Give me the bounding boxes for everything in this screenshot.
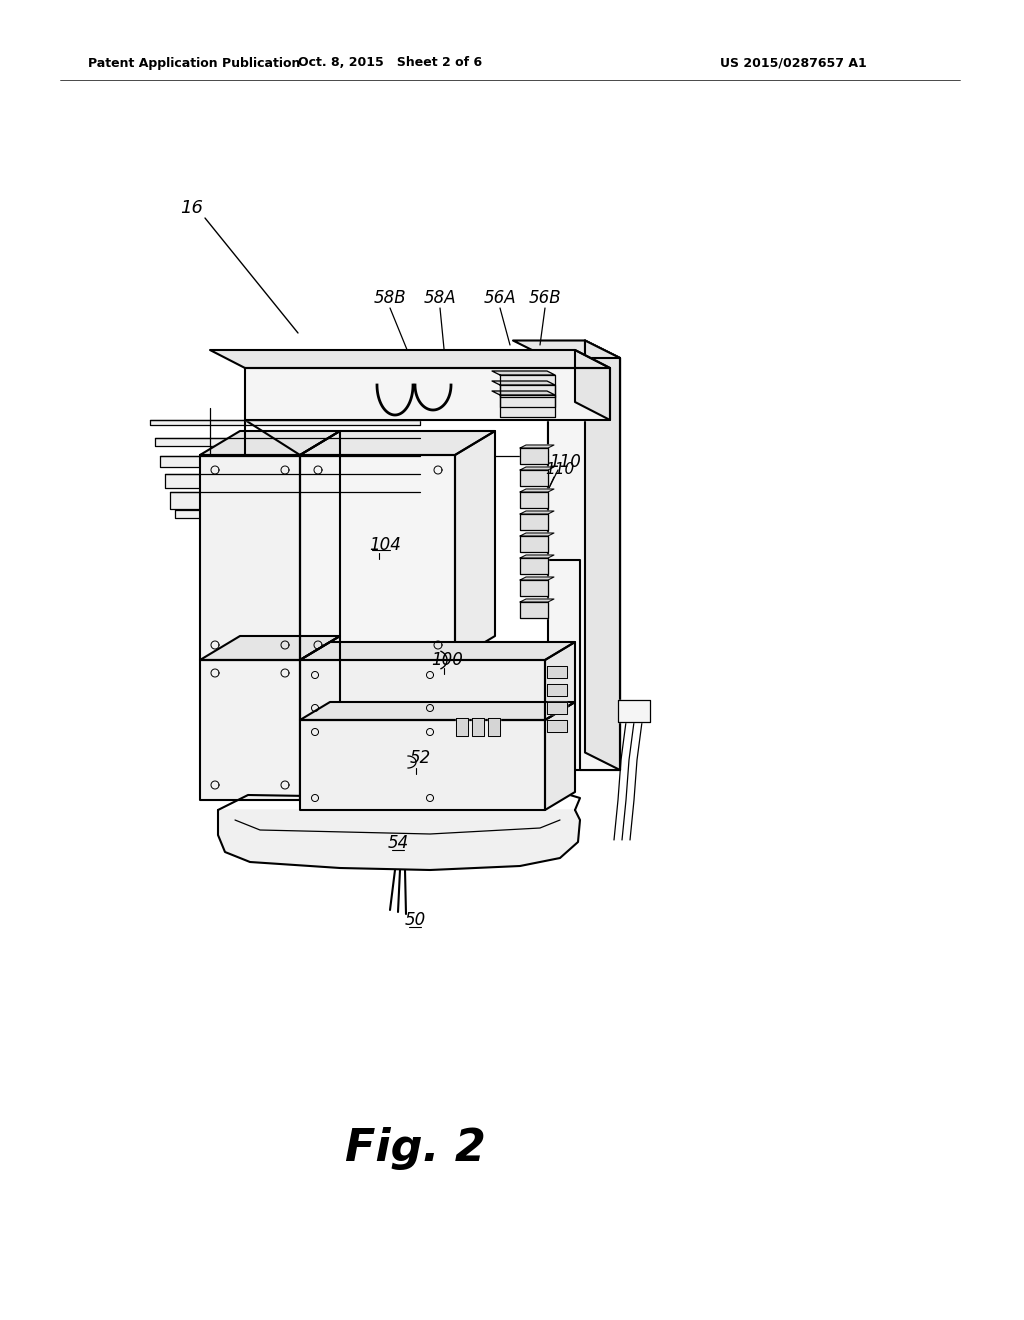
Polygon shape — [548, 358, 620, 770]
Polygon shape — [520, 445, 554, 447]
Polygon shape — [520, 579, 548, 597]
Polygon shape — [492, 381, 555, 385]
Text: 58A: 58A — [424, 289, 457, 308]
Polygon shape — [548, 358, 620, 770]
Polygon shape — [520, 577, 554, 579]
Polygon shape — [547, 719, 567, 733]
Polygon shape — [500, 375, 555, 397]
Polygon shape — [520, 467, 554, 470]
Text: 50: 50 — [404, 911, 426, 929]
Polygon shape — [300, 636, 340, 800]
Polygon shape — [300, 432, 340, 660]
Polygon shape — [245, 368, 610, 420]
Polygon shape — [520, 470, 548, 486]
Text: 16: 16 — [180, 199, 204, 216]
Polygon shape — [300, 719, 545, 810]
Polygon shape — [200, 660, 300, 800]
Polygon shape — [456, 718, 468, 737]
Polygon shape — [520, 558, 548, 574]
Text: Patent Application Publication: Patent Application Publication — [88, 57, 300, 70]
Text: Oct. 8, 2015   Sheet 2 of 6: Oct. 8, 2015 Sheet 2 of 6 — [298, 57, 482, 70]
Polygon shape — [520, 554, 554, 558]
Polygon shape — [300, 642, 575, 660]
Polygon shape — [520, 488, 554, 492]
Text: 52: 52 — [410, 748, 431, 767]
Polygon shape — [472, 718, 484, 737]
Text: 110: 110 — [546, 462, 574, 478]
Text: 58B: 58B — [374, 289, 407, 308]
Text: 56B: 56B — [528, 289, 561, 308]
Polygon shape — [520, 599, 554, 602]
Polygon shape — [547, 667, 567, 678]
Polygon shape — [455, 432, 495, 660]
Polygon shape — [585, 341, 620, 770]
Polygon shape — [300, 455, 455, 660]
Text: 54: 54 — [387, 834, 409, 851]
Polygon shape — [520, 533, 554, 536]
Text: Fig. 2: Fig. 2 — [344, 1126, 485, 1170]
Polygon shape — [520, 447, 548, 465]
Text: 110: 110 — [549, 453, 581, 471]
Polygon shape — [520, 602, 548, 618]
Polygon shape — [300, 702, 575, 719]
Text: 104: 104 — [369, 536, 401, 554]
Polygon shape — [300, 660, 545, 719]
Polygon shape — [500, 385, 555, 407]
Polygon shape — [300, 432, 495, 455]
Polygon shape — [520, 536, 548, 552]
Polygon shape — [500, 395, 555, 417]
Polygon shape — [513, 341, 620, 358]
Polygon shape — [547, 684, 567, 696]
Text: 100: 100 — [431, 651, 463, 669]
Polygon shape — [160, 455, 420, 467]
Polygon shape — [200, 432, 340, 455]
Polygon shape — [545, 702, 575, 810]
Polygon shape — [200, 455, 300, 660]
Polygon shape — [618, 700, 650, 722]
Polygon shape — [488, 718, 500, 737]
Polygon shape — [170, 492, 420, 510]
Polygon shape — [175, 510, 440, 517]
Polygon shape — [520, 513, 548, 531]
Polygon shape — [200, 636, 340, 660]
Polygon shape — [165, 474, 420, 488]
Polygon shape — [547, 702, 567, 714]
Polygon shape — [150, 420, 420, 425]
Polygon shape — [575, 350, 610, 420]
Polygon shape — [492, 391, 555, 395]
Polygon shape — [492, 371, 555, 375]
Polygon shape — [520, 492, 548, 508]
Polygon shape — [155, 438, 420, 446]
Polygon shape — [520, 511, 554, 513]
Text: 56A: 56A — [483, 289, 516, 308]
Polygon shape — [218, 810, 580, 870]
Polygon shape — [545, 642, 575, 719]
Polygon shape — [210, 350, 610, 368]
Text: US 2015/0287657 A1: US 2015/0287657 A1 — [720, 57, 866, 70]
Polygon shape — [585, 341, 620, 770]
